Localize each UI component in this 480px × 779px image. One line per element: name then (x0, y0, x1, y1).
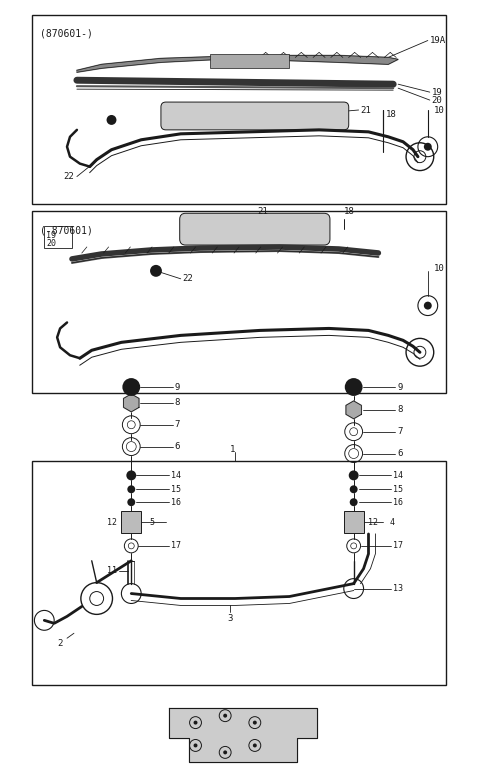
FancyBboxPatch shape (161, 102, 349, 130)
Circle shape (349, 471, 359, 481)
Circle shape (193, 743, 197, 747)
Circle shape (253, 721, 257, 724)
Text: 16: 16 (393, 498, 403, 506)
Text: 11: 11 (108, 566, 118, 575)
Text: 19: 19 (432, 87, 443, 97)
Circle shape (424, 143, 432, 150)
Circle shape (223, 714, 227, 717)
Text: 19: 19 (46, 231, 56, 240)
Text: 10: 10 (434, 105, 444, 115)
Text: 7: 7 (397, 427, 403, 436)
Text: 17: 17 (393, 541, 403, 551)
Bar (33, 15, 445, 204)
Text: 15: 15 (393, 485, 403, 494)
Circle shape (193, 721, 197, 724)
Text: 19A: 19A (430, 36, 446, 45)
Polygon shape (169, 707, 317, 763)
Polygon shape (346, 401, 361, 419)
Bar (210, 55, 289, 69)
Text: 4: 4 (385, 517, 396, 527)
Circle shape (122, 378, 140, 396)
Circle shape (107, 115, 117, 125)
Text: 6: 6 (397, 449, 403, 458)
Text: 21: 21 (258, 207, 268, 217)
Text: 9: 9 (397, 382, 403, 392)
Text: 17: 17 (171, 541, 181, 551)
Bar (344, 511, 363, 533)
Text: 9: 9 (175, 382, 180, 392)
Text: 8: 8 (397, 405, 403, 414)
Bar (33, 461, 445, 685)
Text: 21: 21 (360, 105, 372, 115)
Bar (33, 211, 445, 393)
Circle shape (223, 750, 227, 754)
Text: 18: 18 (344, 207, 355, 217)
Text: 20: 20 (432, 96, 443, 104)
Circle shape (345, 378, 362, 396)
Text: 14: 14 (393, 471, 403, 480)
Text: 13: 13 (393, 584, 403, 593)
Bar (121, 511, 141, 533)
Circle shape (126, 471, 136, 481)
Circle shape (350, 485, 358, 493)
Polygon shape (77, 55, 398, 72)
Text: 7: 7 (175, 420, 180, 429)
Circle shape (127, 485, 135, 493)
Polygon shape (123, 394, 139, 412)
Bar (44, 226, 72, 248)
Text: 12: 12 (108, 517, 118, 527)
Circle shape (350, 499, 358, 506)
Text: 3: 3 (228, 614, 233, 623)
Circle shape (150, 265, 162, 277)
Text: 14: 14 (171, 471, 181, 480)
Circle shape (424, 301, 432, 309)
Text: 20: 20 (46, 239, 56, 248)
Text: 22: 22 (183, 274, 193, 284)
Text: 10: 10 (434, 264, 444, 273)
Text: 22: 22 (63, 172, 74, 181)
Circle shape (253, 743, 257, 747)
Text: 16: 16 (171, 498, 181, 506)
Text: 18: 18 (386, 110, 397, 119)
Text: (-870601): (-870601) (40, 225, 93, 235)
Circle shape (127, 499, 135, 506)
Text: 1: 1 (229, 445, 235, 454)
Text: 5: 5 (145, 517, 155, 527)
Text: 15: 15 (171, 485, 181, 494)
Text: 8: 8 (175, 398, 180, 407)
FancyBboxPatch shape (180, 213, 330, 245)
Text: 12: 12 (368, 517, 377, 527)
Text: (870601-): (870601-) (40, 29, 93, 39)
Text: 2: 2 (57, 639, 62, 647)
Text: 6: 6 (175, 442, 180, 451)
